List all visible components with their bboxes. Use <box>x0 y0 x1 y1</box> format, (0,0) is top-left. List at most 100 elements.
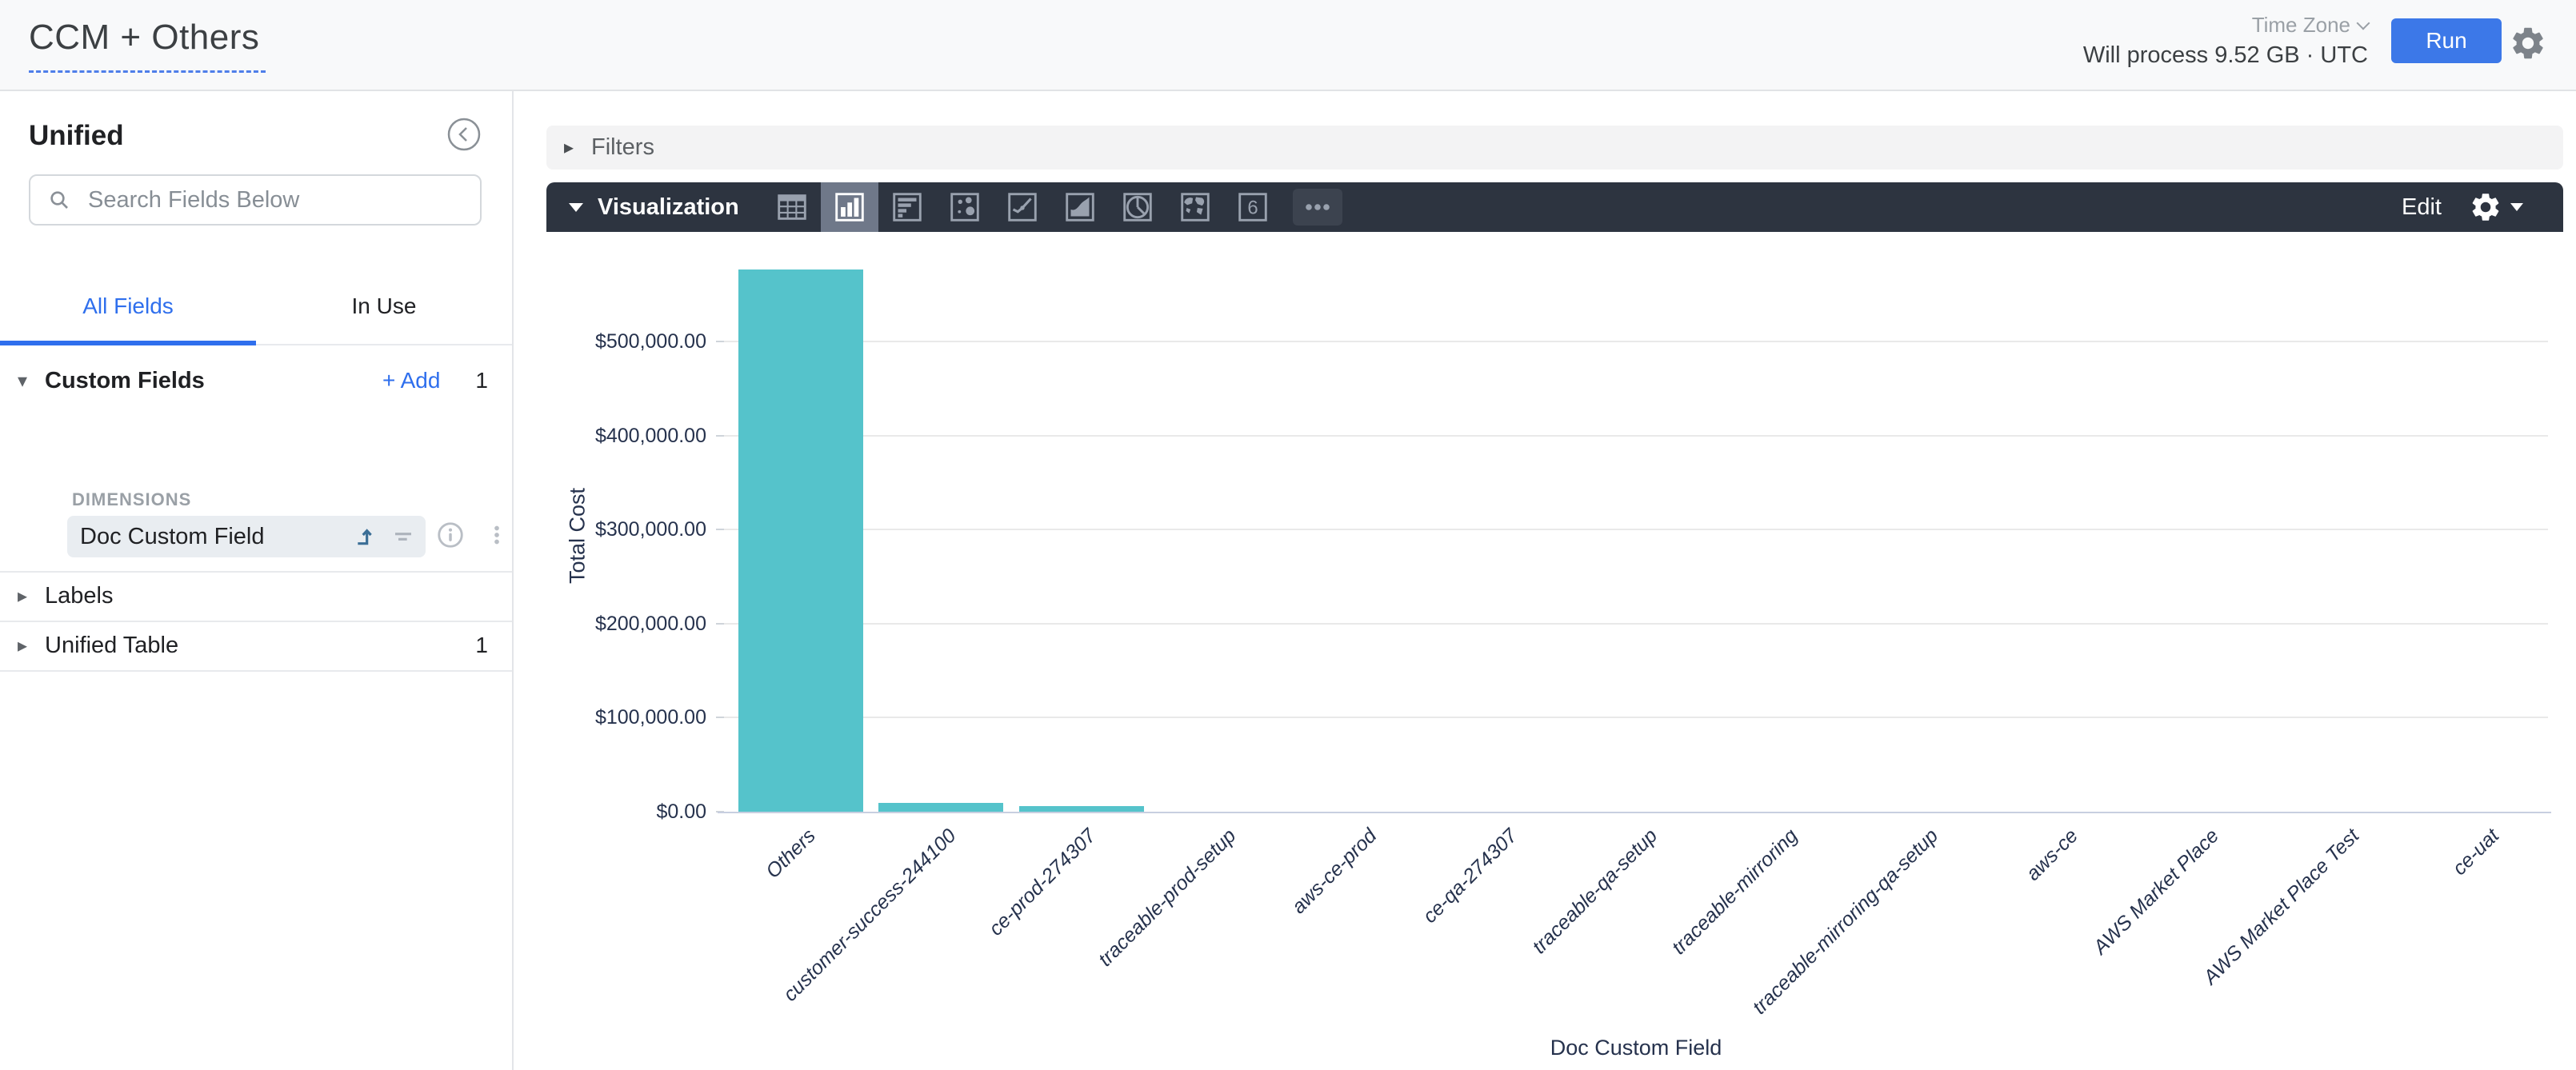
filters-header[interactable]: ▸ Filters <box>546 126 2563 170</box>
y-axis-title: Total Cost <box>565 487 590 585</box>
y-gridline <box>724 341 2548 342</box>
x-tick-label: aws-ce-prod <box>1287 824 1382 919</box>
section-label: Custom Fields <box>45 367 205 393</box>
title-dashed-underline <box>29 70 266 73</box>
section-label: Labels <box>45 582 114 609</box>
chart-type-table-icon[interactable] <box>774 189 810 226</box>
triangle-down-icon <box>569 202 583 212</box>
x-tick-label: ce-qa-274307 <box>1418 824 1522 928</box>
chart-type-pie-icon[interactable] <box>1119 189 1156 226</box>
x-tick-label: AWS Market Place Test <box>2198 824 2364 989</box>
chart-bar[interactable] <box>738 269 863 812</box>
section-unified-table[interactable]: ▸ Unified Table 1 <box>0 621 512 670</box>
y-tick-mark <box>716 341 724 342</box>
run-button[interactable]: Run <box>2391 18 2502 63</box>
explore-title: Unified <box>29 120 124 151</box>
triangle-right-icon: ▸ <box>17 634 28 657</box>
section-custom-fields[interactable]: ▾ Custom Fields + Add 1 <box>0 355 512 406</box>
chart-type-single-value-icon[interactable]: 6 <box>1234 189 1271 226</box>
field-search <box>29 174 482 226</box>
visualization-toolbar: Visualization 6 Edit <box>546 182 2563 232</box>
sidebar: Unified All Fields In Use ▾ Custom Field… <box>0 91 514 1070</box>
divider <box>0 571 512 573</box>
process-size-text: Will process 9.52 GB · UTC <box>2082 42 2368 68</box>
header: CCM + Others Time Zone Will process 9.52… <box>0 0 2576 91</box>
chart-type-picker: 6 <box>774 182 1343 232</box>
y-tick-mark <box>716 529 724 531</box>
field-name: Doc Custom Field <box>80 523 265 549</box>
y-gridline <box>724 717 2548 719</box>
y-gridline <box>724 622 2548 625</box>
edit-button[interactable]: Edit <box>2402 194 2442 220</box>
visualization-collapse[interactable]: Visualization <box>569 182 739 232</box>
search-icon <box>46 187 72 213</box>
pivot-icon[interactable] <box>354 524 379 549</box>
page-title: CCM + Others <box>29 18 260 57</box>
filter-icon[interactable] <box>390 524 416 549</box>
timezone-label: Time Zone <box>2251 13 2350 37</box>
filters-label: Filters <box>591 134 654 160</box>
field-tabs: All Fields In Use <box>0 269 512 345</box>
x-tick-label: AWS Market Place <box>2088 824 2223 959</box>
section-count: 1 <box>475 633 488 657</box>
y-tick-label: $100,000.00 <box>594 706 706 729</box>
collapse-panel-icon[interactable] <box>446 117 482 152</box>
x-axis-line <box>718 812 2551 813</box>
y-tick-label: $0.00 <box>656 801 706 823</box>
settings-gear-icon[interactable] <box>2509 24 2547 62</box>
tab-in-use[interactable]: In Use <box>351 293 417 318</box>
x-tick-label: ce-prod-274307 <box>984 824 1101 940</box>
y-gridline <box>724 434 2548 437</box>
triangle-right-icon: ▸ <box>563 137 574 158</box>
chart-bar[interactable] <box>1018 806 1144 812</box>
triangle-right-icon: ▸ <box>17 585 28 607</box>
chart-type-column-icon[interactable] <box>821 182 878 232</box>
y-tick-mark <box>716 434 724 437</box>
triangle-down-icon: ▾ <box>17 369 28 392</box>
x-tick-label: Others <box>761 824 820 883</box>
chart-type-scatter-icon[interactable] <box>946 189 983 226</box>
chevron-down-icon <box>2356 16 2370 30</box>
y-gridline <box>724 529 2548 531</box>
more-options-icon[interactable] <box>1292 188 1343 226</box>
x-tick-label: traceable-mirroring <box>1667 824 1802 960</box>
divider <box>0 621 512 622</box>
info-icon[interactable] <box>435 520 466 550</box>
chart-bar[interactable] <box>878 803 1004 812</box>
add-custom-field-button[interactable]: + Add <box>382 368 441 393</box>
svg-text:6: 6 <box>1247 197 1258 218</box>
field-row-actions <box>435 520 510 550</box>
kebab-menu-icon[interactable] <box>483 520 510 550</box>
y-tick-label: $200,000.00 <box>594 612 706 635</box>
section-label: Unified Table <box>45 632 179 658</box>
y-tick-label: $300,000.00 <box>594 518 706 541</box>
chart-type-line-icon[interactable] <box>1004 189 1041 226</box>
x-tick-label: aws-ce <box>2022 824 2083 885</box>
x-tick-label: traceable-prod-setup <box>1094 824 1241 971</box>
divider <box>0 670 512 672</box>
x-tick-label: ce-uat <box>2448 824 2504 880</box>
search-input[interactable] <box>86 186 464 214</box>
timezone-dropdown[interactable]: Time Zone <box>2251 13 2370 38</box>
visualization-label: Visualization <box>598 194 739 220</box>
chart-type-area-icon[interactable] <box>1062 189 1098 226</box>
dimensions-group-label: DIMENSIONS <box>72 489 192 509</box>
section-count: 1 <box>475 368 488 393</box>
header-right: Time Zone Will process 9.52 GB · UTC <box>2082 13 2370 69</box>
chart-type-bar-icon[interactable] <box>889 189 926 226</box>
section-labels[interactable]: ▸ Labels <box>0 571 512 621</box>
triangle-down-icon <box>2510 203 2523 211</box>
y-tick-mark <box>716 622 724 625</box>
y-tick-label: $400,000.00 <box>594 424 706 447</box>
vis-settings-dropdown[interactable] <box>2469 190 2523 224</box>
chart-type-map-icon[interactable] <box>1177 189 1214 226</box>
y-tick-label: $500,000.00 <box>594 330 706 353</box>
x-tick-label: traceable-qa-setup <box>1527 824 1662 959</box>
field-row-doc-custom-field[interactable]: Doc Custom Field <box>67 516 426 557</box>
bar-chart: $0.00 $100,000.00 $200,000.00 $300,000.00 $4… <box>546 232 2563 1070</box>
x-axis-title: Doc Custom Field <box>1550 1036 1722 1060</box>
tab-all-fields[interactable]: All Fields <box>0 269 256 345</box>
visualization-actions: Edit <box>2402 182 2523 232</box>
y-tick-mark <box>716 717 724 719</box>
